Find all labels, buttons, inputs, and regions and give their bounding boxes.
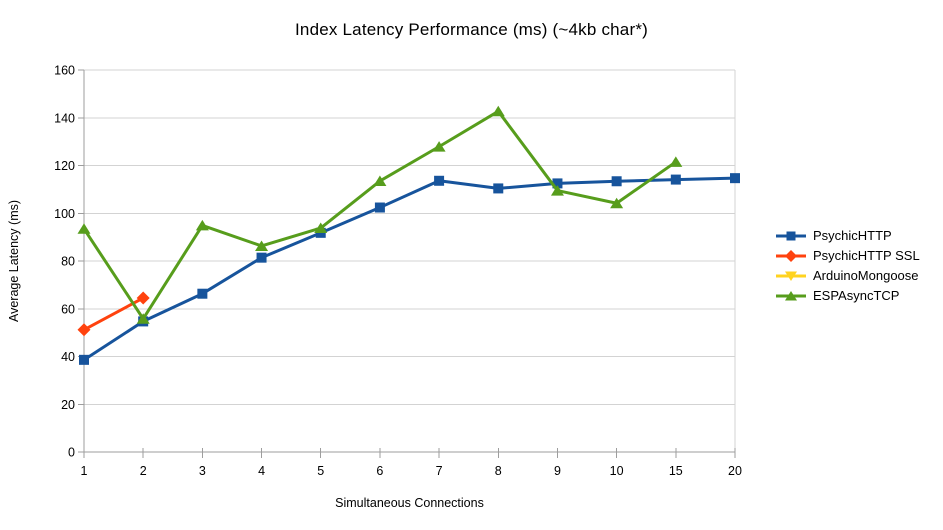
legend-item-espasynctcp: ESPAsyncTCP [775,285,920,305]
axes [78,69,736,458]
marker [432,141,446,152]
series-psychichttp [79,173,740,365]
svg-text:7: 7 [436,464,443,478]
legend-label: ArduinoMongoose [813,267,919,283]
marker [374,202,385,213]
triangle-up-marker-icon [775,289,807,301]
marker [77,223,91,234]
marker [79,354,89,365]
marker [785,250,797,262]
x-axis-title: Simultaneous Connections [335,496,484,510]
marker [77,323,91,337]
marker [786,231,796,241]
legend-label: PsychicHTTP SSL [813,247,920,263]
marker [195,219,209,231]
legend-item-psychichttp-ssl: PsychicHTTP SSL [775,245,920,265]
svg-text:140: 140 [54,111,75,125]
svg-text:6: 6 [376,464,383,478]
marker [491,105,505,117]
marker [136,313,150,324]
chart-title: Index Latency Performance (ms) (~4kb cha… [295,20,648,39]
svg-text:9: 9 [554,464,561,478]
marker [670,174,681,185]
legend-item-psychichttp: PsychicHTTP [775,225,920,245]
legend-item-arduinomongoose: ArduinoMongoose [775,265,920,285]
svg-text:60: 60 [61,302,75,316]
svg-text:15: 15 [669,464,683,478]
marker [611,176,622,187]
diamond-marker-icon [775,249,807,262]
svg-text:8: 8 [495,464,502,478]
marker [785,291,797,301]
y-tick-labels: 0 20 40 60 80 100 120 140 160 [54,64,75,460]
series-espasynctcp [77,105,683,324]
marker [550,185,564,196]
legend-label: PsychicHTTP [813,227,892,243]
svg-text:10: 10 [610,464,624,478]
legend-label: ESPAsyncTCP [813,287,900,303]
marker [552,178,563,189]
marker [669,156,683,167]
marker [434,175,445,186]
marker [610,197,624,209]
square-marker-icon [775,229,807,241]
svg-text:3: 3 [199,464,206,478]
marker [136,291,150,305]
y-axis-title: Average Latency (ms) [7,199,21,323]
marker [785,271,797,281]
triangle-down-marker-icon [775,269,807,281]
svg-text:160: 160 [54,64,75,78]
svg-text:20: 20 [728,464,742,478]
x-tick-labels: 1 2 3 4 5 6 7 8 9 10 15 20 [81,464,742,478]
marker [197,288,208,299]
marker [373,175,387,187]
marker [730,173,740,184]
svg-text:40: 40 [61,350,75,364]
marker [493,183,504,194]
gridlines [84,69,736,452]
legend: PsychicHTTP PsychicHTTP SSL ArduinoMongo… [775,225,920,305]
marker [256,252,267,263]
svg-text:120: 120 [54,159,75,173]
svg-text:5: 5 [317,464,324,478]
svg-text:80: 80 [61,255,75,269]
svg-text:2: 2 [140,464,147,478]
svg-text:4: 4 [258,464,265,478]
svg-text:100: 100 [54,207,75,221]
svg-text:1: 1 [81,464,88,478]
svg-text:0: 0 [68,446,75,460]
svg-text:20: 20 [61,398,75,412]
marker [314,222,328,234]
marker [255,240,269,251]
